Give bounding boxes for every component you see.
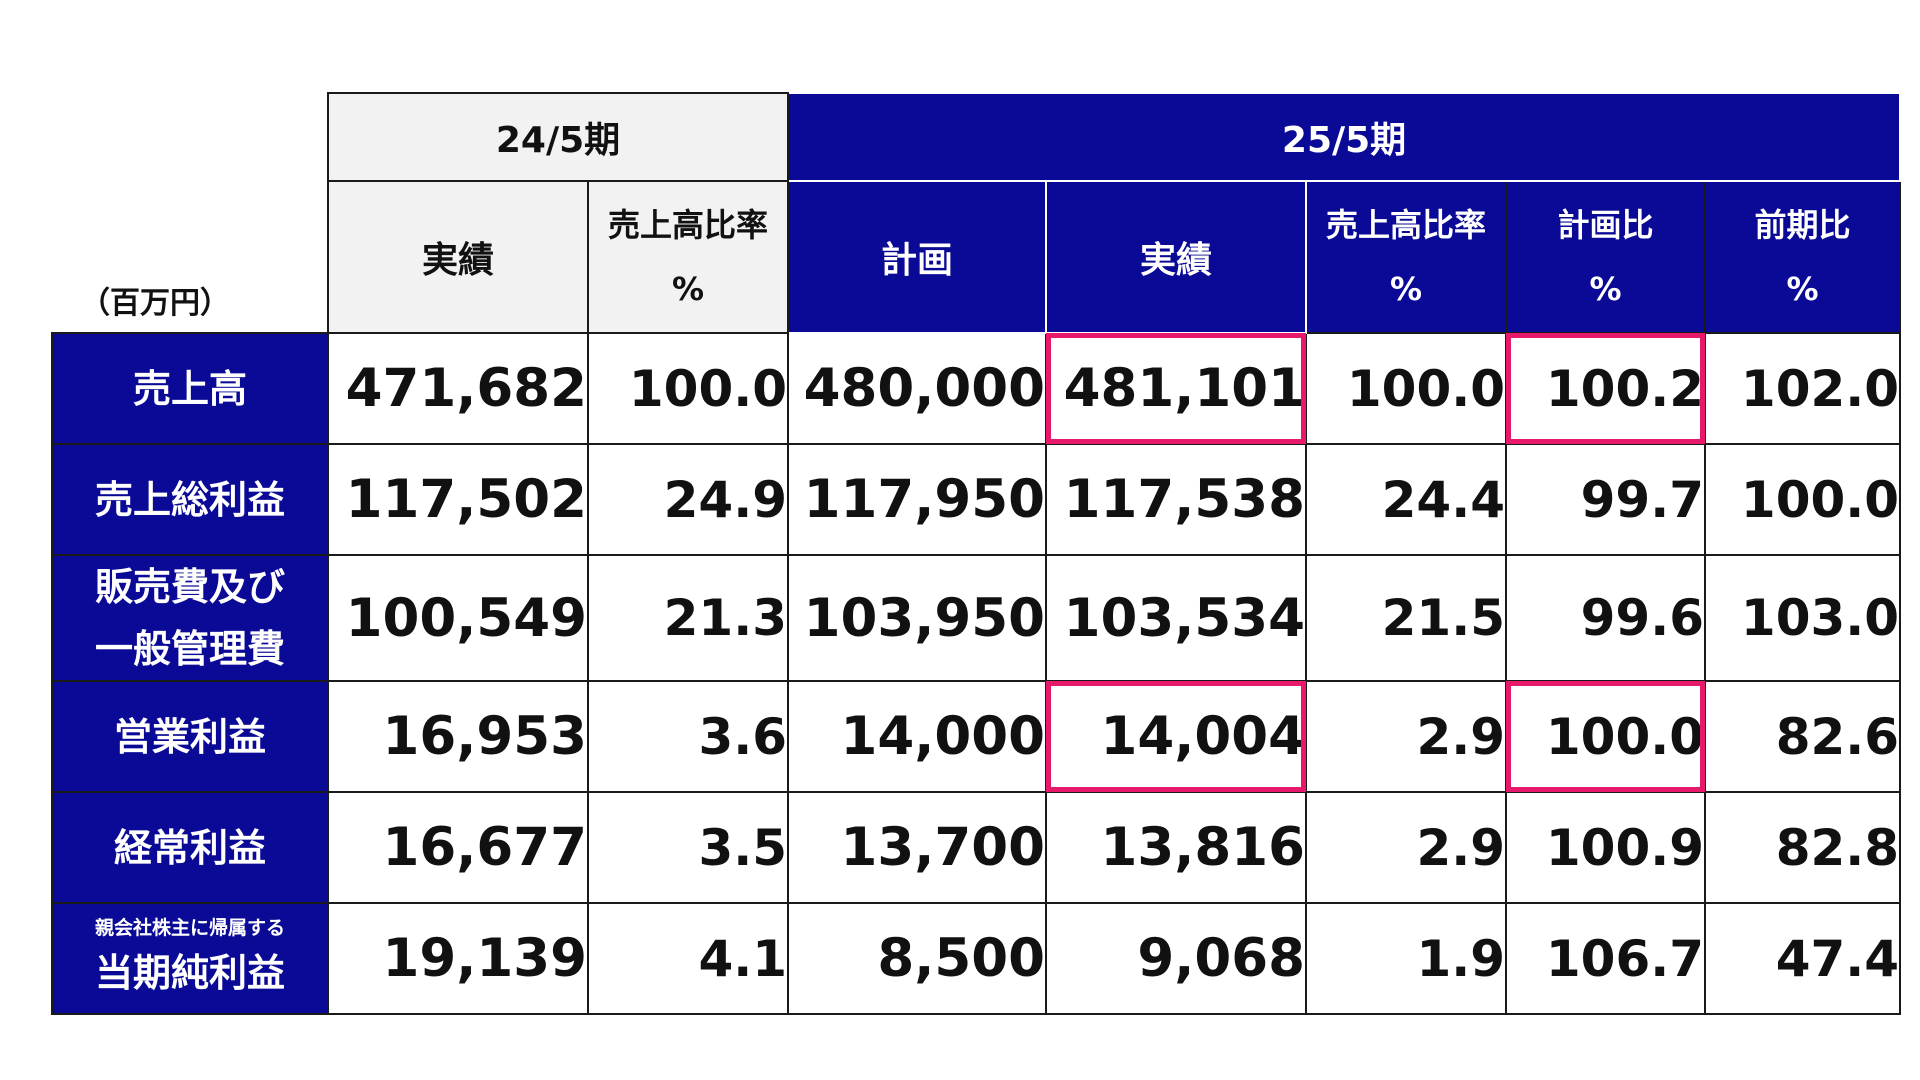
row-label-net-income: 親会社株主に帰属する 当期純利益 xyxy=(51,902,329,1015)
cell-yoy: 102.0 xyxy=(1704,332,1902,445)
cell-yoy: 82.8 xyxy=(1704,791,1902,904)
cell-ratio: 100.0 xyxy=(1305,332,1508,445)
cell-actual-highlighted: 14,004 xyxy=(1045,680,1308,793)
col-header-ratio: 売上高比率% xyxy=(1305,180,1508,334)
table-row: 経常利益 16,677 3.5 13,700 13,816 2.9 100.9 … xyxy=(51,791,1902,904)
row-label-sales: 売上高 xyxy=(51,332,329,445)
table-row: 売上総利益 117,502 24.9 117,950 117,538 24.4 … xyxy=(51,443,1902,556)
row-label-main: 当期純利益 xyxy=(94,950,285,995)
cell-plan: 103,950 xyxy=(787,554,1048,682)
col-header-actual: 実績 xyxy=(1045,180,1308,334)
financial-results-table: （百万円） 24/5期 25/5期 実績 売上高比率% 計画 実績 売上高比率%… xyxy=(51,92,1902,1015)
cell-prev-actual: 19,139 xyxy=(327,902,589,1015)
cell-prev-ratio: 3.6 xyxy=(586,680,790,793)
cell-prev-ratio: 3.5 xyxy=(586,791,790,904)
cell-plan: 13,700 xyxy=(787,791,1048,904)
cell-plan: 8,500 xyxy=(787,902,1048,1015)
cell-actual: 117,538 xyxy=(1045,443,1308,556)
row-label-line: 一般管理費 xyxy=(94,627,285,671)
row-label-note: 親会社株主に帰属する xyxy=(94,916,285,939)
cell-prev-ratio: 21.3 xyxy=(586,554,790,682)
row-label-ordinary-profit: 経常利益 xyxy=(51,791,329,904)
cell-actual: 13,816 xyxy=(1045,791,1308,904)
cell-yoy: 103.0 xyxy=(1704,554,1902,682)
cell-yoy: 100.0 xyxy=(1704,443,1902,556)
period-header-curr: 25/5期 xyxy=(787,92,1902,182)
row-label-gross-profit: 売上総利益 xyxy=(51,443,329,556)
cell-ratio: 2.9 xyxy=(1305,680,1508,793)
cell-prev-actual: 100,549 xyxy=(327,554,589,682)
cell-prev-actual: 16,677 xyxy=(327,791,589,904)
table-row: 親会社株主に帰属する 当期純利益 19,139 4.1 8,500 9,068 … xyxy=(51,902,1902,1015)
table-row: 営業利益 16,953 3.6 14,000 14,004 2.9 100.0 … xyxy=(51,680,1902,793)
cell-prev-actual: 117,502 xyxy=(327,443,589,556)
row-label-sga: 販売費及び 一般管理費 xyxy=(51,554,329,682)
cell-vs-plan: 106.7 xyxy=(1505,902,1707,1015)
cell-actual-highlighted: 481,101 xyxy=(1045,332,1308,445)
unit-label: （百万円） xyxy=(80,286,230,321)
cell-yoy: 82.6 xyxy=(1704,680,1902,793)
col-header-yoy: 前期比% xyxy=(1704,180,1902,334)
cell-plan: 14,000 xyxy=(787,680,1048,793)
cell-prev-ratio: 4.1 xyxy=(586,902,790,1015)
cell-plan: 480,000 xyxy=(787,332,1048,445)
cell-ratio: 21.5 xyxy=(1305,554,1508,682)
cell-plan: 117,950 xyxy=(787,443,1048,556)
cell-vs-plan-highlighted: 100.2 xyxy=(1505,332,1707,445)
col-header-vs-plan: 計画比% xyxy=(1505,180,1707,334)
cell-prev-actual: 16,953 xyxy=(327,680,589,793)
cell-vs-plan: 99.7 xyxy=(1505,443,1707,556)
cell-vs-plan: 99.6 xyxy=(1505,554,1707,682)
cell-actual: 103,534 xyxy=(1045,554,1308,682)
row-label-operating-profit: 営業利益 xyxy=(51,680,329,793)
unit-cell: （百万円） xyxy=(52,93,328,334)
cell-prev-actual: 471,682 xyxy=(327,332,589,445)
col-header-prev-ratio: 売上高比率% xyxy=(586,180,790,334)
cell-yoy: 47.4 xyxy=(1704,902,1902,1015)
period-header-prev: 24/5期 xyxy=(326,92,790,182)
cell-prev-ratio: 100.0 xyxy=(586,332,790,445)
table-row: 売上高 471,682 100.0 480,000 481,101 100.0 … xyxy=(51,332,1902,445)
col-header-prev-actual: 実績 xyxy=(327,180,589,334)
cell-ratio: 24.4 xyxy=(1305,443,1508,556)
cell-vs-plan: 100.9 xyxy=(1505,791,1707,904)
cell-ratio: 1.9 xyxy=(1305,902,1508,1015)
cell-actual: 9,068 xyxy=(1045,902,1308,1015)
table-row: 販売費及び 一般管理費 100,549 21.3 103,950 103,534… xyxy=(51,554,1902,682)
cell-ratio: 2.9 xyxy=(1305,791,1508,904)
col-header-plan: 計画 xyxy=(787,180,1048,334)
cell-vs-plan-highlighted: 100.0 xyxy=(1505,680,1707,793)
row-label-line: 販売費及び xyxy=(94,565,285,609)
cell-prev-ratio: 24.9 xyxy=(586,443,790,556)
